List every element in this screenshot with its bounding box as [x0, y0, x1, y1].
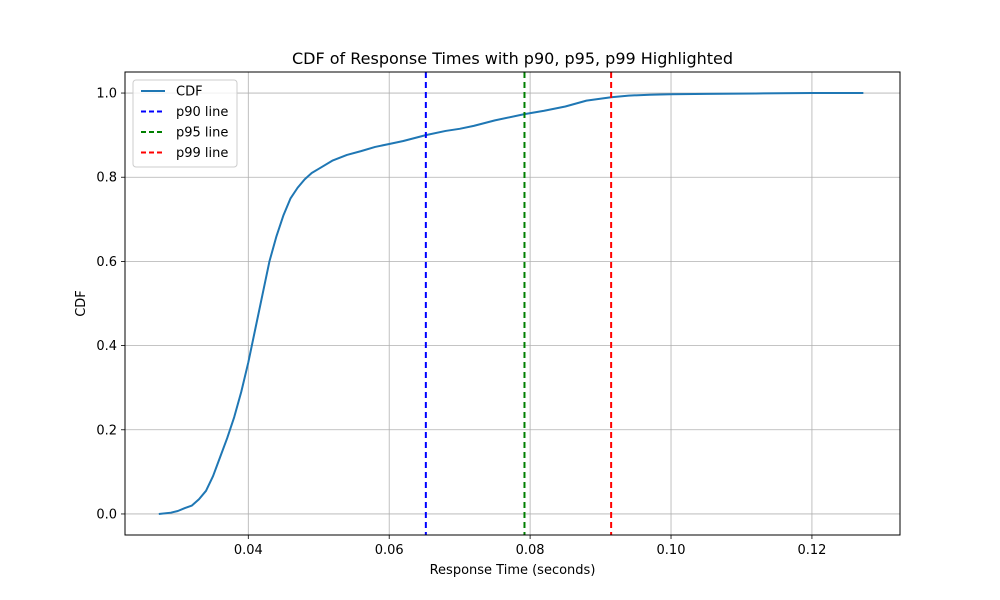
legend-box — [132, 79, 238, 168]
y-tick-label: 0.4 — [96, 339, 117, 354]
chart-title: CDF of Response Times with p90, p95, p99… — [292, 49, 733, 68]
y-tick-label: 1.0 — [96, 87, 117, 102]
legend-label: p99 line — [176, 146, 228, 161]
x-tick-label: 0.06 — [375, 543, 404, 558]
legend-label: p90 line — [176, 105, 228, 120]
legend-label: CDF — [176, 85, 203, 100]
y-tick-label: 0.0 — [96, 507, 117, 522]
legend: CDF p90 line p95 line p99 line — [132, 79, 238, 168]
tick-layer: 0.04 0.06 0.08 0.10 0.12 0.0 0.2 0.4 0.6 0.8 1.0 — [96, 87, 826, 558]
x-tick-label: 0.12 — [797, 543, 826, 558]
x-axis-label: Response Time (seconds) — [430, 563, 596, 578]
y-tick-label: 0.2 — [96, 423, 117, 438]
legend-label: p95 line — [176, 126, 228, 141]
cdf-series-line — [158, 92, 864, 515]
x-tick-label: 0.08 — [516, 543, 545, 558]
y-axis-label: CDF — [74, 290, 89, 317]
x-tick-label: 0.10 — [657, 543, 686, 558]
plot-layer — [158, 72, 864, 535]
x-tick-label: 0.04 — [234, 543, 263, 558]
y-tick-label: 0.8 — [96, 171, 117, 186]
plot-frame — [124, 71, 901, 536]
y-tick-label: 0.6 — [96, 255, 117, 270]
